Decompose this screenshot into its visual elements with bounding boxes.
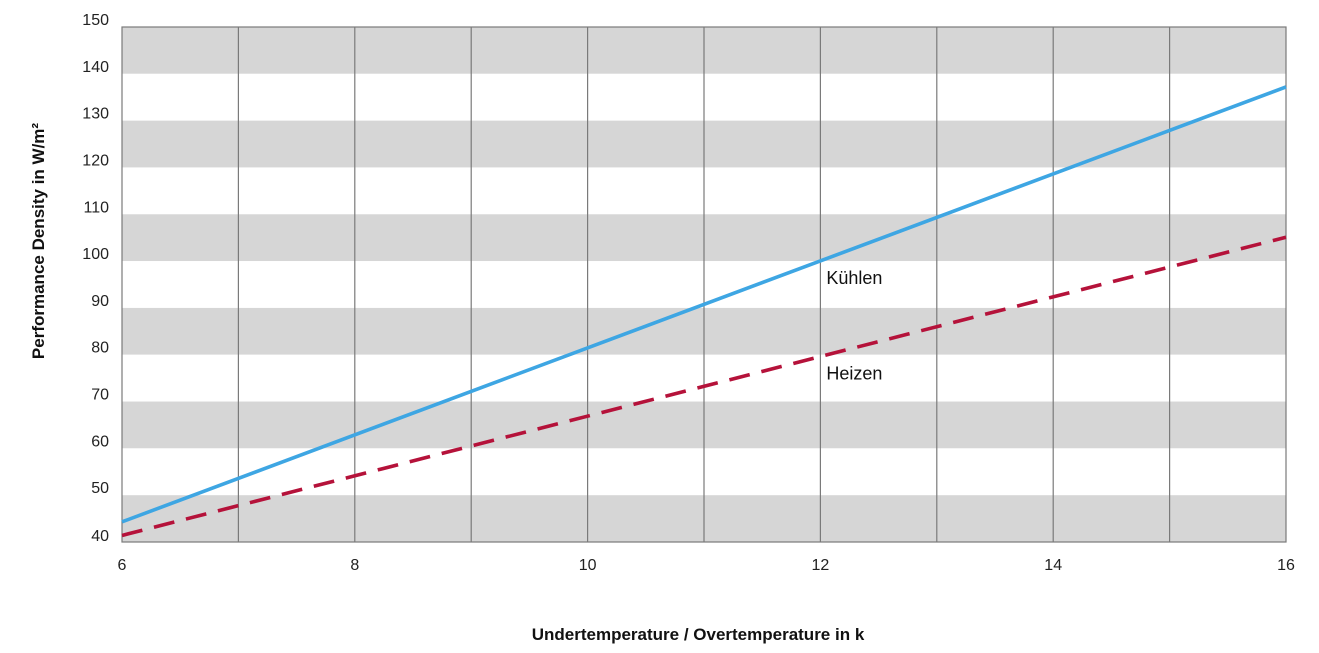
x-tick-label: 6 — [118, 557, 127, 574]
y-tick-label: 130 — [82, 106, 109, 123]
y-tick-labels: 40 50 60 70 80 90 100 110 120 130 140 150 — [82, 12, 109, 545]
series-line-heizen — [121, 235, 1287, 538]
y-tick-label: 50 — [91, 480, 109, 497]
x-tick-label: 14 — [1044, 557, 1062, 574]
x-tick-label: 10 — [579, 557, 597, 574]
series-line-kühlen — [121, 85, 1287, 524]
x-tick-label: 16 — [1277, 557, 1295, 574]
vertical-grid — [237, 27, 1171, 542]
y-tick-label: 110 — [83, 199, 109, 216]
series-label-kühlen: Kühlen — [826, 268, 882, 288]
y-tick-label: 120 — [82, 152, 109, 169]
series-labels: Kühlen Heizen — [826, 268, 882, 384]
y-tick-label: 140 — [82, 59, 109, 76]
y-tick-label: 100 — [82, 246, 109, 263]
y-tick-label: 40 — [91, 528, 109, 545]
y-tick-label: 90 — [91, 293, 109, 310]
y-tick-label: 60 — [91, 433, 109, 450]
x-tick-label: 8 — [350, 557, 359, 574]
y-tick-label: 70 — [91, 387, 109, 404]
x-tick-label: 12 — [812, 557, 830, 574]
plot-frame — [121, 26, 1287, 543]
x-axis-title: Undertemperature / Overtemperature in k — [532, 625, 865, 644]
y-tick-label: 80 — [91, 340, 109, 357]
x-tick-labels: 6 8 10 12 14 16 — [118, 557, 1295, 574]
y-axis-title: Performance Density in W/m² — [29, 123, 48, 360]
y-tick-label: 150 — [82, 12, 109, 29]
series-layer — [121, 85, 1287, 538]
series-label-heizen: Heizen — [826, 364, 882, 384]
